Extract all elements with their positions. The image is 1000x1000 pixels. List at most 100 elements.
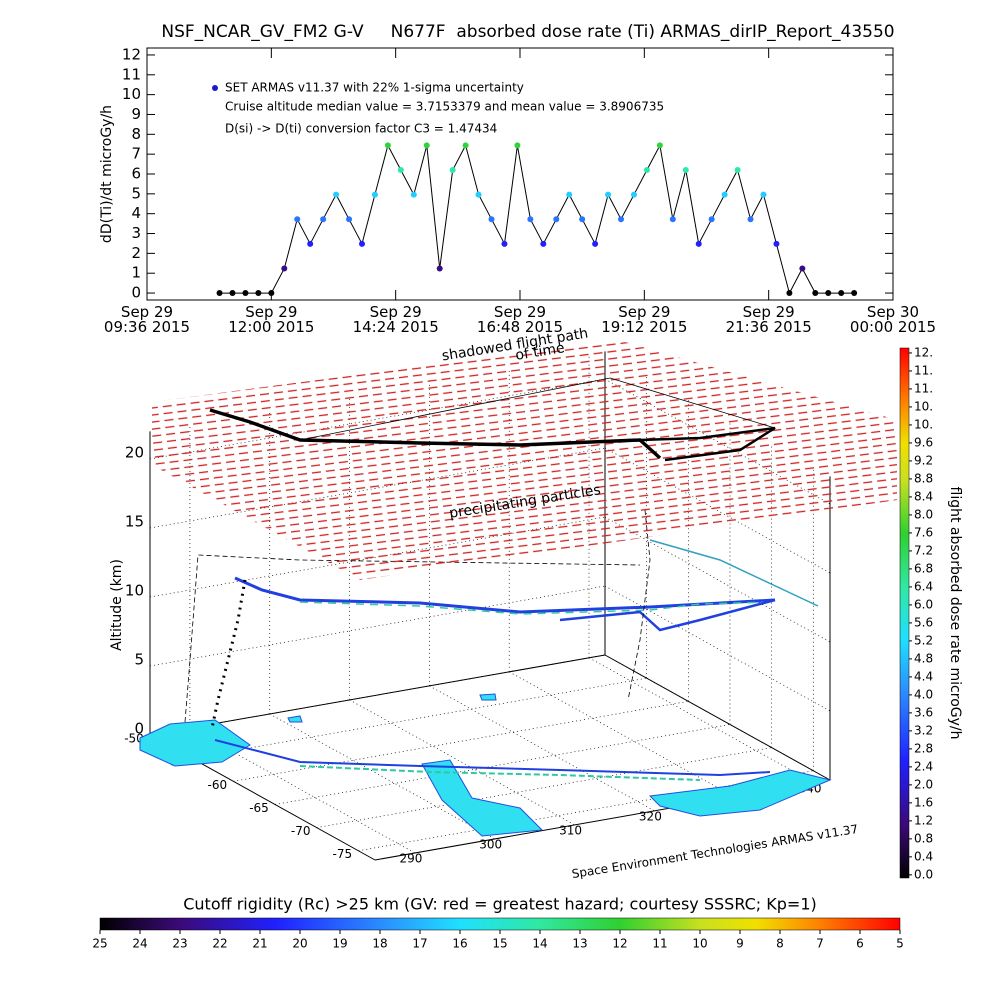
data-point	[371, 191, 378, 198]
track-line	[649, 539, 819, 607]
landmass	[139, 719, 251, 767]
data-point	[656, 142, 663, 149]
colorbar-tick-label: 4.8	[914, 651, 933, 665]
data-point	[579, 216, 586, 223]
annotation: Space Environment Technologies ARMAS v11…	[571, 822, 859, 881]
lat-tick-label: -50	[124, 732, 144, 746]
colorbar-tick-label: 15	[492, 937, 507, 951]
data-point	[851, 290, 858, 297]
flight-track	[184, 509, 819, 729]
colorbar-tick-label: 25	[92, 937, 107, 951]
x-tick-label: Sep 29 09:36 2015	[103, 303, 191, 336]
y-tick-label: 7	[131, 145, 141, 163]
data-point	[307, 240, 314, 247]
colorbar-label: flight absorbed dose rate microGy/h	[947, 487, 963, 740]
data-point	[475, 191, 482, 198]
y-tick-label: 8	[131, 125, 141, 143]
colorbar-tick-label: 23	[172, 937, 187, 951]
data-point	[799, 265, 806, 272]
colorbar-tick-label: 11	[652, 937, 667, 951]
data-point	[501, 240, 508, 247]
data-point	[825, 290, 832, 297]
land	[139, 693, 832, 837]
y-tick-label: 12	[122, 45, 141, 63]
projection-line	[184, 554, 641, 723]
colorbar-tick-label: 2.4	[914, 759, 933, 773]
colorbar-tick-label: 6.8	[914, 561, 933, 575]
colorbar-tick-label: 17	[412, 937, 427, 951]
shadow-line	[299, 377, 776, 441]
data-point	[760, 191, 767, 198]
y-tick-label: 2	[131, 244, 141, 262]
colorbar-tick-label: 7.6	[914, 525, 933, 539]
colorbar-tick-label: 1.2	[914, 813, 933, 827]
data-point	[242, 290, 249, 297]
data-point	[669, 216, 676, 223]
track-line	[559, 598, 776, 632]
chart-title: NSF_NCAR_GV_FM2 G-V N677F absorbed dose …	[161, 22, 895, 42]
z-tick-label: 10	[125, 582, 144, 600]
colorbar-tick-label: 0.8	[914, 831, 933, 845]
colorbar-tick-label: 6.4	[914, 579, 933, 593]
data-point	[358, 240, 365, 247]
grid-line	[604, 654, 831, 781]
colorbar-tick-label: 0.4	[914, 849, 933, 863]
colorbar-tick-label: 20	[292, 937, 307, 951]
colorbar-tick-label: 11.	[914, 381, 933, 395]
data-point	[216, 290, 223, 297]
particle-plane	[152, 340, 897, 580]
data-point	[747, 216, 754, 223]
colorbar-tick-label: 22	[212, 937, 227, 951]
track-line	[234, 576, 776, 614]
track-line	[299, 765, 701, 781]
colorbar-tick-label: 12.	[914, 345, 933, 359]
colorbar-label: Cutoff rigidity (Rc) >25 km (GV: red = g…	[183, 895, 817, 914]
grid-line	[509, 671, 735, 798]
colorbar-tick-label: 10.	[914, 399, 933, 413]
colorbar-tick-label: 7	[816, 937, 824, 951]
colorbar-tick-label: 2.8	[914, 741, 933, 755]
grid-line	[604, 516, 831, 643]
landmass	[648, 769, 832, 817]
data-point	[268, 290, 275, 297]
colorbar-tick-label: 8.0	[914, 507, 933, 521]
grid-line	[429, 685, 655, 812]
colorbar-tick-label: 18	[372, 937, 387, 951]
landmass	[287, 715, 303, 723]
data-point	[255, 290, 262, 297]
data-point	[346, 216, 353, 223]
grid-line	[316, 747, 772, 828]
x-tick-label: Sep 29 14:24 2015	[352, 303, 439, 336]
grid-line	[191, 677, 647, 759]
data-point	[682, 167, 689, 174]
data-point	[721, 191, 728, 198]
lat-tick-label: -70	[291, 824, 311, 838]
y-tick-label: 11	[122, 65, 141, 83]
data-point	[695, 240, 702, 247]
y-tick-label: 9	[131, 105, 141, 123]
data-point	[410, 191, 417, 198]
x-tick-label: Sep 29 21:36 2015	[725, 303, 812, 336]
data-point	[384, 142, 391, 149]
lat-tick-label: -65	[249, 801, 269, 815]
y-tick-label: 3	[131, 224, 141, 242]
colorbar-tick-label: 4.0	[914, 687, 933, 701]
z-tick-label: 5	[134, 651, 144, 669]
lon-tick-label: 300	[479, 837, 502, 851]
colorbar-tick-label: 24	[132, 937, 147, 951]
z-tick-label: 15	[125, 513, 144, 531]
lon-tick-label: 320	[639, 809, 662, 823]
z-tick-label: 20	[125, 444, 144, 462]
grid-line	[269, 713, 495, 840]
data-point	[734, 167, 741, 174]
grid-line	[349, 699, 575, 826]
colorbar-tick-label: 2.0	[914, 777, 933, 791]
colorbar-tick-label: 21	[252, 937, 267, 951]
data-point	[708, 216, 715, 223]
lon-tick-label: 290	[399, 851, 422, 865]
colorbar-tick-label: 12	[612, 937, 627, 951]
annotation: Cruise altitude median value = 3.7153379…	[225, 100, 664, 114]
colorbar-tick-label: 0.0	[914, 867, 933, 881]
floor-track	[214, 739, 771, 781]
